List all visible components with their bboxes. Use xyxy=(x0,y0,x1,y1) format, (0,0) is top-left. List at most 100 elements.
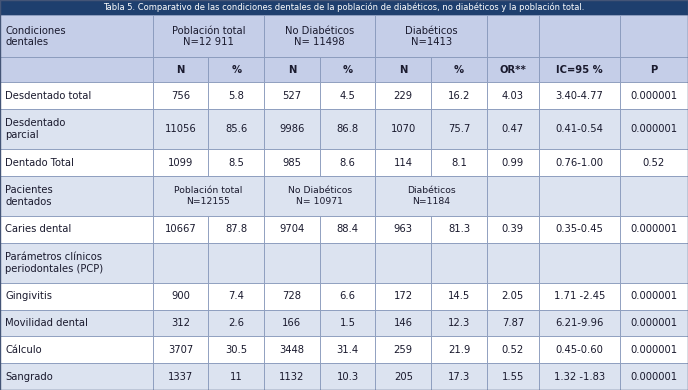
Bar xyxy=(0,15,153,57)
Bar xyxy=(208,337,264,363)
Text: 21.9: 21.9 xyxy=(448,345,470,355)
Text: 756: 756 xyxy=(171,90,190,101)
Text: 172: 172 xyxy=(394,291,413,301)
Text: 0.76-1.00: 0.76-1.00 xyxy=(555,158,603,167)
Text: 0.41-0.54: 0.41-0.54 xyxy=(555,124,603,134)
Text: 17.3: 17.3 xyxy=(448,372,470,382)
Text: 3.40-4.77: 3.40-4.77 xyxy=(555,90,603,101)
Bar xyxy=(487,109,539,149)
Bar xyxy=(487,176,539,216)
Bar xyxy=(0,283,153,310)
Bar xyxy=(376,57,431,82)
Text: 1337: 1337 xyxy=(168,372,193,382)
Text: N: N xyxy=(288,65,296,75)
Text: 8.6: 8.6 xyxy=(340,158,356,167)
Text: 0.000001: 0.000001 xyxy=(630,372,678,382)
Bar xyxy=(620,15,688,57)
Bar xyxy=(376,216,431,243)
Text: 11: 11 xyxy=(230,372,243,382)
Bar xyxy=(539,149,620,176)
Text: Caries dental: Caries dental xyxy=(5,224,72,234)
Bar xyxy=(264,243,320,283)
Bar xyxy=(487,283,539,310)
Bar xyxy=(431,310,487,337)
Text: 7.87: 7.87 xyxy=(502,318,524,328)
Text: Gingivitis: Gingivitis xyxy=(5,291,52,301)
Text: 75.7: 75.7 xyxy=(448,124,470,134)
Text: 0.52: 0.52 xyxy=(502,345,524,355)
Text: 3448: 3448 xyxy=(279,345,304,355)
Bar xyxy=(620,149,688,176)
Bar xyxy=(539,243,620,283)
Text: 10667: 10667 xyxy=(164,224,196,234)
Text: 0.47: 0.47 xyxy=(502,124,524,134)
Text: 9704: 9704 xyxy=(279,224,305,234)
Bar xyxy=(0,149,153,176)
Text: 0.000001: 0.000001 xyxy=(630,124,678,134)
Bar xyxy=(0,0,688,15)
Bar xyxy=(487,82,539,109)
Text: Tabla 5. Comparativo de las condiciones dentales de la población de diabéticos, : Tabla 5. Comparativo de las condiciones … xyxy=(103,3,585,12)
Text: 728: 728 xyxy=(282,291,301,301)
Bar xyxy=(376,337,431,363)
Text: Diabéticos
N=1413: Diabéticos N=1413 xyxy=(405,25,458,47)
Text: 6.6: 6.6 xyxy=(340,291,356,301)
Bar xyxy=(320,82,376,109)
Bar xyxy=(264,109,320,149)
Text: 9986: 9986 xyxy=(279,124,305,134)
Text: No Diabéticos
N= 11498: No Diabéticos N= 11498 xyxy=(285,25,354,47)
Text: 88.4: 88.4 xyxy=(336,224,358,234)
Bar xyxy=(153,176,264,216)
Text: 166: 166 xyxy=(282,318,301,328)
Text: 0.000001: 0.000001 xyxy=(630,345,678,355)
Bar xyxy=(376,109,431,149)
Bar xyxy=(264,283,320,310)
Bar xyxy=(0,337,153,363)
Text: 5.8: 5.8 xyxy=(228,90,244,101)
Text: 900: 900 xyxy=(171,291,190,301)
Bar xyxy=(431,57,487,82)
Bar xyxy=(320,363,376,390)
Bar xyxy=(0,243,153,283)
Text: 0.52: 0.52 xyxy=(643,158,665,167)
Bar xyxy=(620,176,688,216)
Bar xyxy=(376,82,431,109)
Text: 7.4: 7.4 xyxy=(228,291,244,301)
Bar xyxy=(431,243,487,283)
Bar xyxy=(431,363,487,390)
Bar xyxy=(264,363,320,390)
Bar xyxy=(620,337,688,363)
Bar xyxy=(264,15,376,57)
Bar xyxy=(0,109,153,149)
Text: 1.5: 1.5 xyxy=(340,318,356,328)
Text: 30.5: 30.5 xyxy=(225,345,247,355)
Text: Desdentado
parcial: Desdentado parcial xyxy=(5,118,65,140)
Bar xyxy=(153,109,208,149)
Text: 0.45-0.60: 0.45-0.60 xyxy=(555,345,603,355)
Text: 86.8: 86.8 xyxy=(336,124,358,134)
Bar xyxy=(620,216,688,243)
Text: 985: 985 xyxy=(282,158,301,167)
Bar xyxy=(0,363,153,390)
Bar xyxy=(208,310,264,337)
Bar xyxy=(264,337,320,363)
Text: 0.000001: 0.000001 xyxy=(630,318,678,328)
Bar xyxy=(376,243,431,283)
Text: 2.05: 2.05 xyxy=(502,291,524,301)
Text: 0.000001: 0.000001 xyxy=(630,291,678,301)
Bar xyxy=(539,310,620,337)
Bar xyxy=(487,15,539,57)
Bar xyxy=(208,149,264,176)
Bar xyxy=(376,149,431,176)
Text: 527: 527 xyxy=(282,90,301,101)
Text: 229: 229 xyxy=(394,90,413,101)
Text: 963: 963 xyxy=(394,224,413,234)
Bar xyxy=(0,57,153,82)
Bar xyxy=(620,363,688,390)
Text: 1.55: 1.55 xyxy=(502,372,524,382)
Bar xyxy=(320,310,376,337)
Text: 0.000001: 0.000001 xyxy=(630,224,678,234)
Bar xyxy=(264,82,320,109)
Text: %: % xyxy=(343,65,353,75)
Bar xyxy=(487,310,539,337)
